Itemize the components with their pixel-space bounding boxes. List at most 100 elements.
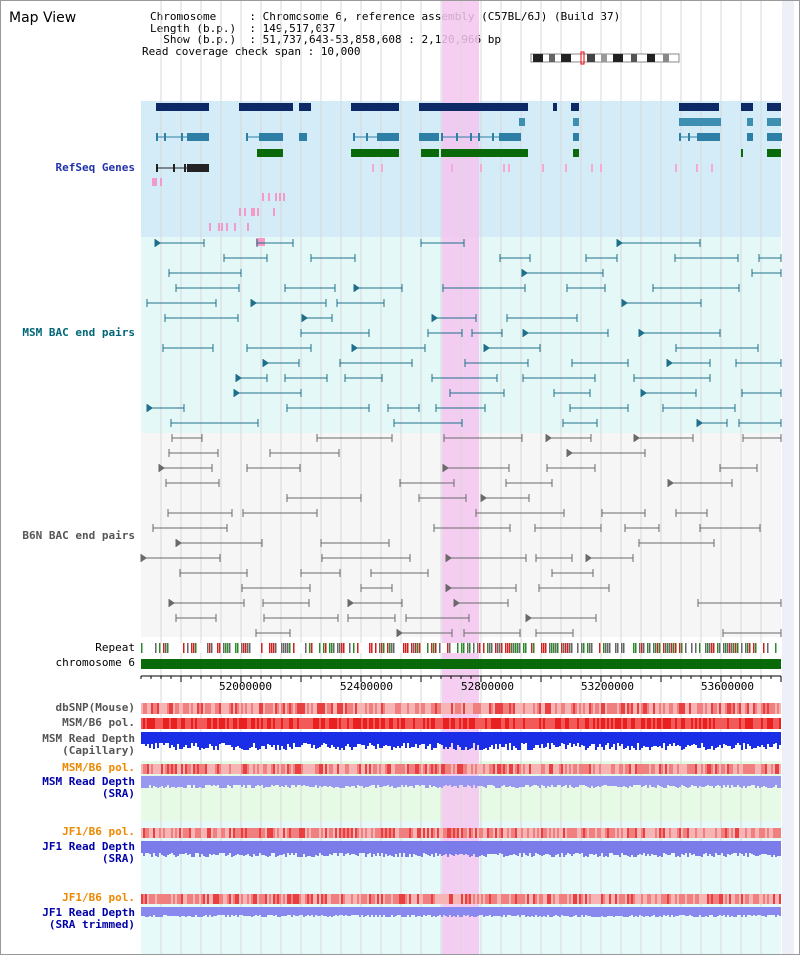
heat-cell	[301, 764, 303, 774]
heat-cell	[587, 828, 589, 838]
heat-cell	[211, 764, 213, 774]
depth-bar	[273, 907, 275, 916]
depth-bar	[617, 732, 619, 743]
depth-bar	[523, 732, 525, 744]
depth-bar	[159, 776, 161, 787]
heat-cell	[767, 828, 769, 838]
repeat-mark	[727, 643, 729, 653]
heat-cell	[443, 703, 445, 714]
heat-cell	[267, 828, 269, 838]
track-label-b6n-bac[interactable]: B6N BAC end pairs	[22, 529, 135, 542]
heat-cell	[401, 764, 403, 774]
heat-cell	[731, 703, 733, 714]
depth-bar	[693, 732, 695, 744]
heat-cell	[509, 764, 511, 774]
heat-cell	[711, 828, 713, 838]
heat-cell	[359, 828, 361, 838]
repeat-mark	[439, 643, 441, 653]
depth-bar	[145, 732, 147, 746]
heat-cell	[311, 828, 313, 838]
depth-bar	[177, 732, 179, 744]
repeat-mark	[531, 643, 533, 653]
repeat-mark	[675, 643, 677, 653]
depth-bar	[667, 841, 669, 855]
track-label-msm-bac[interactable]: MSM BAC end pairs	[22, 326, 135, 339]
repeat-mark	[615, 643, 617, 653]
ideogram-band	[613, 54, 623, 62]
depth-bar	[485, 907, 487, 916]
depth-bar	[603, 907, 605, 917]
depth-bar	[773, 776, 775, 787]
depth-bar	[457, 732, 459, 745]
heat-cell	[625, 764, 627, 774]
heat-cell	[167, 894, 169, 904]
heat-cell	[633, 718, 635, 729]
heat-cell	[275, 894, 277, 904]
depth-bar	[203, 841, 205, 856]
track-label-refseq[interactable]: RefSeq Genes	[55, 161, 135, 174]
gene-exon	[377, 133, 399, 141]
depth-bar	[775, 841, 777, 857]
heat-cell	[617, 764, 619, 774]
heat-cell	[391, 703, 393, 714]
heat-cell	[415, 894, 417, 904]
heat-cell	[615, 703, 617, 714]
heat-cell	[603, 894, 605, 904]
depth-bar	[273, 841, 275, 853]
heat-cell	[617, 828, 619, 838]
heat-cell	[737, 894, 739, 904]
depth-bar	[713, 907, 715, 917]
depth-bar	[413, 907, 415, 915]
heat-cell	[683, 894, 685, 904]
repeat-mark	[647, 643, 649, 653]
heat-cell	[511, 894, 513, 904]
heat-cell	[279, 894, 281, 904]
depth-bar	[341, 776, 343, 788]
depth-bar	[475, 907, 477, 917]
heat-cell	[565, 764, 567, 774]
heat-cell	[677, 894, 679, 904]
heat-cell	[587, 703, 589, 714]
depth-bar	[383, 732, 385, 746]
heat-cell	[553, 703, 555, 714]
repeat-mark	[407, 643, 409, 653]
depth-bar	[507, 732, 509, 750]
heat-cell	[761, 703, 763, 714]
depth-bar	[377, 907, 379, 917]
heat-cell	[629, 894, 631, 904]
heat-cell	[451, 703, 453, 714]
heat-cell	[741, 764, 743, 774]
heat-cell	[329, 718, 331, 729]
heat-cell	[523, 703, 525, 714]
bac-end-arrow	[155, 239, 161, 247]
heat-cell	[351, 894, 353, 904]
depth-bar	[145, 776, 147, 788]
heat-cell	[369, 764, 371, 774]
heat-cell	[467, 764, 469, 774]
depth-bar	[753, 776, 755, 785]
depth-bar	[605, 776, 607, 785]
heat-cell	[641, 894, 643, 904]
page-title: Map View	[9, 10, 77, 26]
heat-cell	[771, 703, 773, 714]
heat-cell	[535, 828, 537, 838]
depth-bar	[641, 776, 643, 787]
heat-cell	[273, 894, 275, 904]
depth-bar	[723, 732, 725, 744]
heat-cell	[729, 894, 731, 904]
depth-bar	[293, 907, 295, 915]
depth-bar	[577, 776, 579, 787]
heat-cell	[597, 764, 599, 774]
depth-bar	[359, 732, 361, 744]
depth-bar	[629, 776, 631, 786]
depth-bar	[299, 732, 301, 747]
heat-cell	[283, 703, 285, 714]
heat-cell	[193, 703, 195, 714]
heat-cell	[745, 894, 747, 904]
depth-bar	[437, 841, 439, 856]
heat-cell	[517, 828, 519, 838]
heat-cell	[411, 894, 413, 904]
heat-cell	[151, 828, 153, 838]
heat-cell	[253, 764, 255, 774]
